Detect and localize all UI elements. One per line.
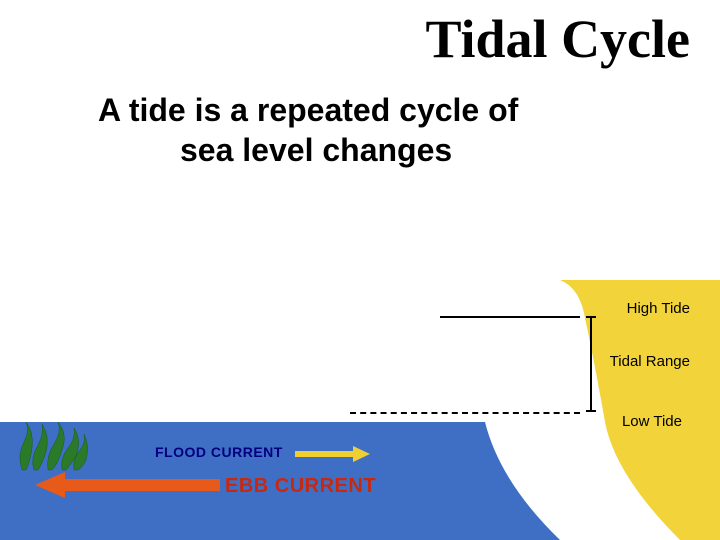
- high-tide-line: [440, 316, 580, 318]
- label-low-tide: Low Tide: [622, 413, 682, 430]
- subtitle-line-2: sea level changes: [180, 132, 452, 169]
- ebb-current-label: EBB CURRENT: [225, 475, 376, 498]
- tidal-diagram: High Tide Tidal Range Low Tide FLOOD CUR…: [0, 280, 720, 540]
- tidal-range-bracket: [586, 316, 596, 412]
- ebb-arrow-icon: [35, 472, 220, 498]
- beach-region: [420, 280, 720, 540]
- label-tidal-range: Tidal Range: [610, 353, 690, 370]
- seaweed-icon: [12, 420, 92, 475]
- flood-arrow-icon: [295, 446, 370, 462]
- subtitle-line-1: A tide is a repeated cycle of: [98, 92, 518, 129]
- page-title: Tidal Cycle: [425, 8, 690, 70]
- flood-current-label: FLOOD CURRENT: [155, 444, 283, 460]
- low-tide-line: [350, 412, 580, 414]
- label-high-tide: High Tide: [627, 300, 690, 317]
